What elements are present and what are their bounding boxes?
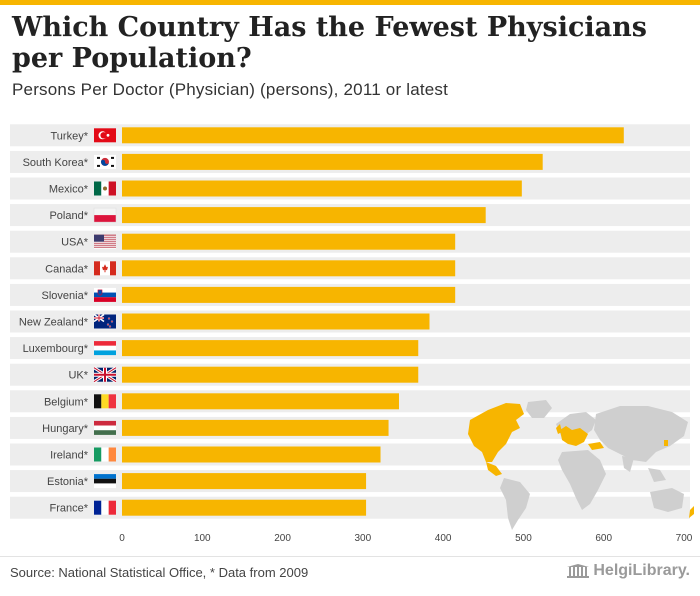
flag-hungary-icon	[94, 420, 116, 435]
flag-france-icon	[94, 500, 116, 515]
logo-text: HelgiLibrary.	[593, 562, 690, 579]
map-australia	[650, 488, 684, 512]
category-label: Luxembourg*	[23, 343, 89, 355]
x-tick-label: 500	[515, 533, 532, 544]
x-tick-label: 300	[355, 533, 372, 544]
map-uk-ireland	[556, 424, 562, 434]
bar-belgium	[122, 393, 399, 410]
category-label: Poland*	[49, 210, 88, 222]
bar-usa	[122, 233, 456, 250]
category-label: South Korea*	[23, 157, 89, 169]
bar-ireland	[122, 446, 381, 463]
category-label: UK*	[68, 370, 88, 382]
x-axis-tick-labels: 0 100 200 300 400 500 600 700	[119, 533, 693, 544]
category-label: Slovenia*	[42, 290, 89, 302]
world-map-icon	[468, 400, 694, 530]
top-accent-bar	[0, 0, 700, 5]
page-title: Which Country Has the Fewest Physicians …	[12, 12, 647, 74]
bars	[122, 127, 624, 516]
bar-luxembourg	[122, 340, 419, 357]
map-central-america	[486, 462, 502, 476]
x-tick-label: 100	[194, 533, 211, 544]
x-tick-label: 0	[119, 533, 125, 544]
flag-ireland-icon	[94, 447, 116, 462]
x-tick-label: 400	[435, 533, 452, 544]
category-label: France*	[49, 503, 88, 515]
map-asia	[594, 406, 688, 462]
category-label: USA*	[61, 237, 89, 249]
category-label: Canada*	[45, 263, 89, 275]
map-south-america	[500, 478, 530, 530]
flag-luxembourg-icon	[94, 341, 116, 356]
map-se-asia	[648, 468, 666, 482]
x-tick-label: 700	[676, 533, 693, 544]
bar-chart: Turkey* South Korea* Mexico* Poland* USA* Can…	[10, 124, 694, 544]
flag-poland-icon	[93, 207, 117, 223]
category-label: Turkey*	[51, 130, 89, 142]
flag-usa-icon	[94, 234, 116, 249]
bar-turkey	[122, 127, 624, 144]
category-label: Mexico*	[49, 184, 89, 196]
map-africa	[558, 450, 606, 510]
flag-south-korea-icon	[94, 154, 116, 169]
bar-mexico	[122, 180, 522, 197]
source-note: Source: National Statistical Office, * D…	[10, 565, 309, 580]
category-label: Belgium*	[44, 396, 89, 408]
flag-slovenia-icon	[94, 287, 116, 302]
bar-poland	[122, 207, 486, 224]
category-label: New Zealand*	[19, 317, 89, 329]
helgi-library-logo: HelgiLibrary.	[567, 562, 690, 580]
footer-divider	[0, 556, 700, 557]
bar-hungary	[122, 419, 389, 436]
bar-slovenia	[122, 286, 456, 303]
map-turkey	[588, 442, 604, 450]
flag-turkey-icon	[94, 128, 116, 143]
flag-canada-icon	[94, 261, 116, 276]
category-label: Estonia*	[47, 476, 89, 488]
bar-new-zealand	[122, 313, 430, 330]
x-tick-label: 600	[595, 533, 612, 544]
map-greenland	[526, 400, 552, 418]
map-north-america	[468, 403, 524, 462]
bar-canada	[122, 260, 456, 277]
bar-france	[122, 499, 367, 516]
map-europe-highlight	[560, 426, 588, 446]
map-india	[622, 456, 634, 472]
flag-uk-icon	[93, 366, 117, 383]
flag-mexico-icon	[94, 181, 116, 196]
flag-new-zealand-icon	[93, 313, 116, 329]
map-new-zealand	[689, 506, 694, 518]
flag-icons	[93, 128, 117, 515]
chart-subtitle: Persons Per Doctor (Physician) (persons)…	[12, 80, 449, 99]
category-labels: Turkey* South Korea* Mexico* Poland* USA* Can…	[19, 130, 89, 514]
bar-south-korea	[122, 153, 543, 170]
x-tick-label: 200	[274, 533, 291, 544]
category-label: Hungary*	[42, 423, 89, 435]
library-columns-icon	[567, 564, 590, 578]
bar-estonia	[122, 473, 367, 490]
category-label: Ireland*	[50, 450, 89, 462]
bar-uk	[122, 366, 419, 383]
flag-belgium-icon	[94, 394, 116, 409]
map-korea	[664, 440, 668, 446]
flag-estonia-icon	[94, 474, 116, 489]
